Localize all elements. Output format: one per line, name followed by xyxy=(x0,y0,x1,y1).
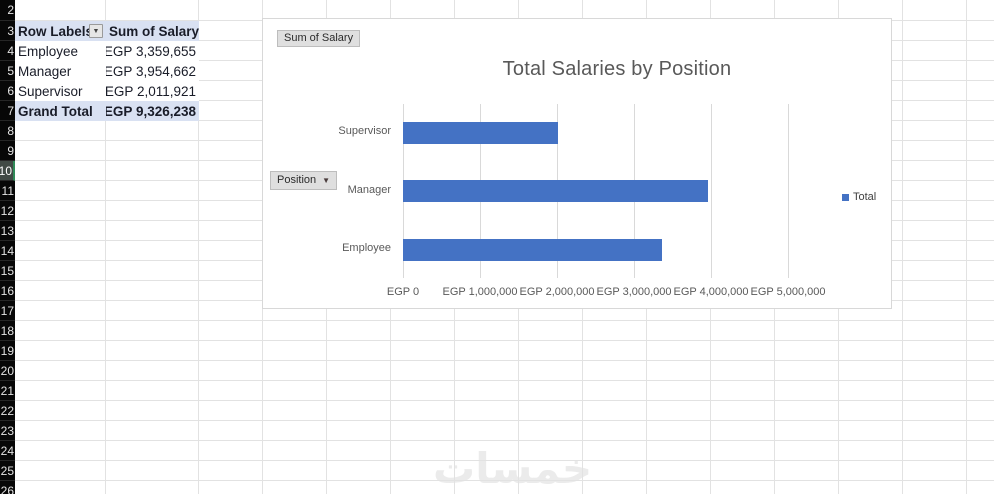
category-label-manager: Manager xyxy=(347,184,391,196)
row-header-9[interactable]: 9 xyxy=(0,141,15,161)
row-header-17[interactable]: 17 xyxy=(0,301,15,321)
pivot-header-row: Row Labels ▼ Sum of Salary xyxy=(15,21,199,41)
x-axis-tick-label: EGP 1,000,000 xyxy=(442,286,518,298)
row-header-11[interactable]: 11 xyxy=(0,181,15,201)
row-header-column: 2345678910111213141516171819202122232425… xyxy=(0,0,15,494)
pivot-row-employee: Employee EGP 3,359,655 xyxy=(15,41,199,61)
value-field-label: Sum of Salary xyxy=(284,32,354,44)
row-header-22[interactable]: 22 xyxy=(0,401,15,421)
pivot-cell-value[interactable]: EGP 3,359,655 xyxy=(106,43,196,59)
row-header-23[interactable]: 23 xyxy=(0,421,15,441)
x-axis-tick-label: EGP 4,000,000 xyxy=(673,286,749,298)
row-header-7[interactable]: 7 xyxy=(0,101,15,121)
x-axis-tick-label: EGP 2,000,000 xyxy=(519,286,595,298)
row-header-20[interactable]: 20 xyxy=(0,361,15,381)
axis-field-button[interactable]: Position ▼ xyxy=(270,171,338,190)
axis-field-label: Position xyxy=(277,174,317,186)
pivot-cell-label[interactable]: Supervisor xyxy=(18,83,83,99)
row-header-12[interactable]: 12 xyxy=(0,201,15,221)
row-labels-text: Row Labels xyxy=(18,23,94,39)
pivot-cell-value[interactable]: EGP 3,954,662 xyxy=(106,63,196,79)
gridline xyxy=(711,104,712,278)
column-a-b-divider xyxy=(105,0,106,494)
category-label-employee: Employee xyxy=(342,242,391,254)
bar-manager[interactable] xyxy=(403,180,708,202)
row-header-2[interactable]: 2 xyxy=(0,0,15,21)
pivot-cell-label[interactable]: Employee xyxy=(18,43,79,59)
legend-label: Total xyxy=(853,191,877,203)
x-axis-tick-label: EGP 5,000,000 xyxy=(750,286,826,298)
bar-supervisor[interactable] xyxy=(403,122,558,144)
row-header-24[interactable]: 24 xyxy=(0,441,15,461)
bar-employee[interactable] xyxy=(403,239,662,261)
row-header-15[interactable]: 15 xyxy=(0,261,15,281)
row-header-8[interactable]: 8 xyxy=(0,121,15,141)
chart-title[interactable]: Total Salaries by Position xyxy=(502,58,732,80)
x-axis-tick-label: EGP 3,000,000 xyxy=(596,286,672,298)
sum-of-salary-text: Sum of Salary xyxy=(109,23,199,39)
chart-legend[interactable]: Total xyxy=(842,191,876,203)
pivot-row-manager: Manager EGP 3,954,662 xyxy=(15,61,199,81)
row-header-10[interactable]: 10 xyxy=(0,161,15,181)
legend-swatch-icon xyxy=(842,193,849,201)
dropdown-arrow-icon: ▼ xyxy=(322,175,331,185)
row-header-6[interactable]: 6 xyxy=(0,81,15,101)
pivot-row-labels-header[interactable]: Row Labels ▼ xyxy=(15,21,106,41)
gridline xyxy=(788,104,789,278)
x-axis-tick-label: EGP 0 xyxy=(386,286,420,298)
grand-total-label[interactable]: Grand Total xyxy=(18,103,93,119)
pivot-row-supervisor: Supervisor EGP 2,011,921 xyxy=(15,81,199,101)
pivot-chart[interactable]: Sum of Salary Total Salaries by Position… xyxy=(262,18,892,309)
pivot-sum-of-salary-header[interactable]: Sum of Salary xyxy=(106,21,199,41)
pivot-table: Row Labels ▼ Sum of Salary Employee EGP … xyxy=(15,21,199,121)
filter-dropdown-icon[interactable]: ▼ xyxy=(89,24,103,38)
row-header-5[interactable]: 5 xyxy=(0,61,15,81)
pivot-cell-label[interactable]: Manager xyxy=(18,63,72,79)
row-header-14[interactable]: 14 xyxy=(0,241,15,261)
row-header-19[interactable]: 19 xyxy=(0,341,15,361)
pivot-grand-total-row: Grand Total EGP 9,326,238 xyxy=(15,101,199,121)
grand-total-value[interactable]: EGP 9,326,238 xyxy=(106,103,196,119)
row-header-26[interactable]: 26 xyxy=(0,481,15,494)
row-header-21[interactable]: 21 xyxy=(0,381,15,401)
row-header-4[interactable]: 4 xyxy=(0,41,15,61)
pivot-cell-value[interactable]: EGP 2,011,921 xyxy=(106,83,196,99)
row-header-18[interactable]: 18 xyxy=(0,321,15,341)
row-header-16[interactable]: 16 xyxy=(0,281,15,301)
row-header-25[interactable]: 25 xyxy=(0,461,15,481)
row-header-13[interactable]: 13 xyxy=(0,221,15,241)
row-header-3[interactable]: 3 xyxy=(0,21,15,41)
value-field-button[interactable]: Sum of Salary xyxy=(277,30,361,47)
category-label-supervisor: Supervisor xyxy=(338,125,391,137)
